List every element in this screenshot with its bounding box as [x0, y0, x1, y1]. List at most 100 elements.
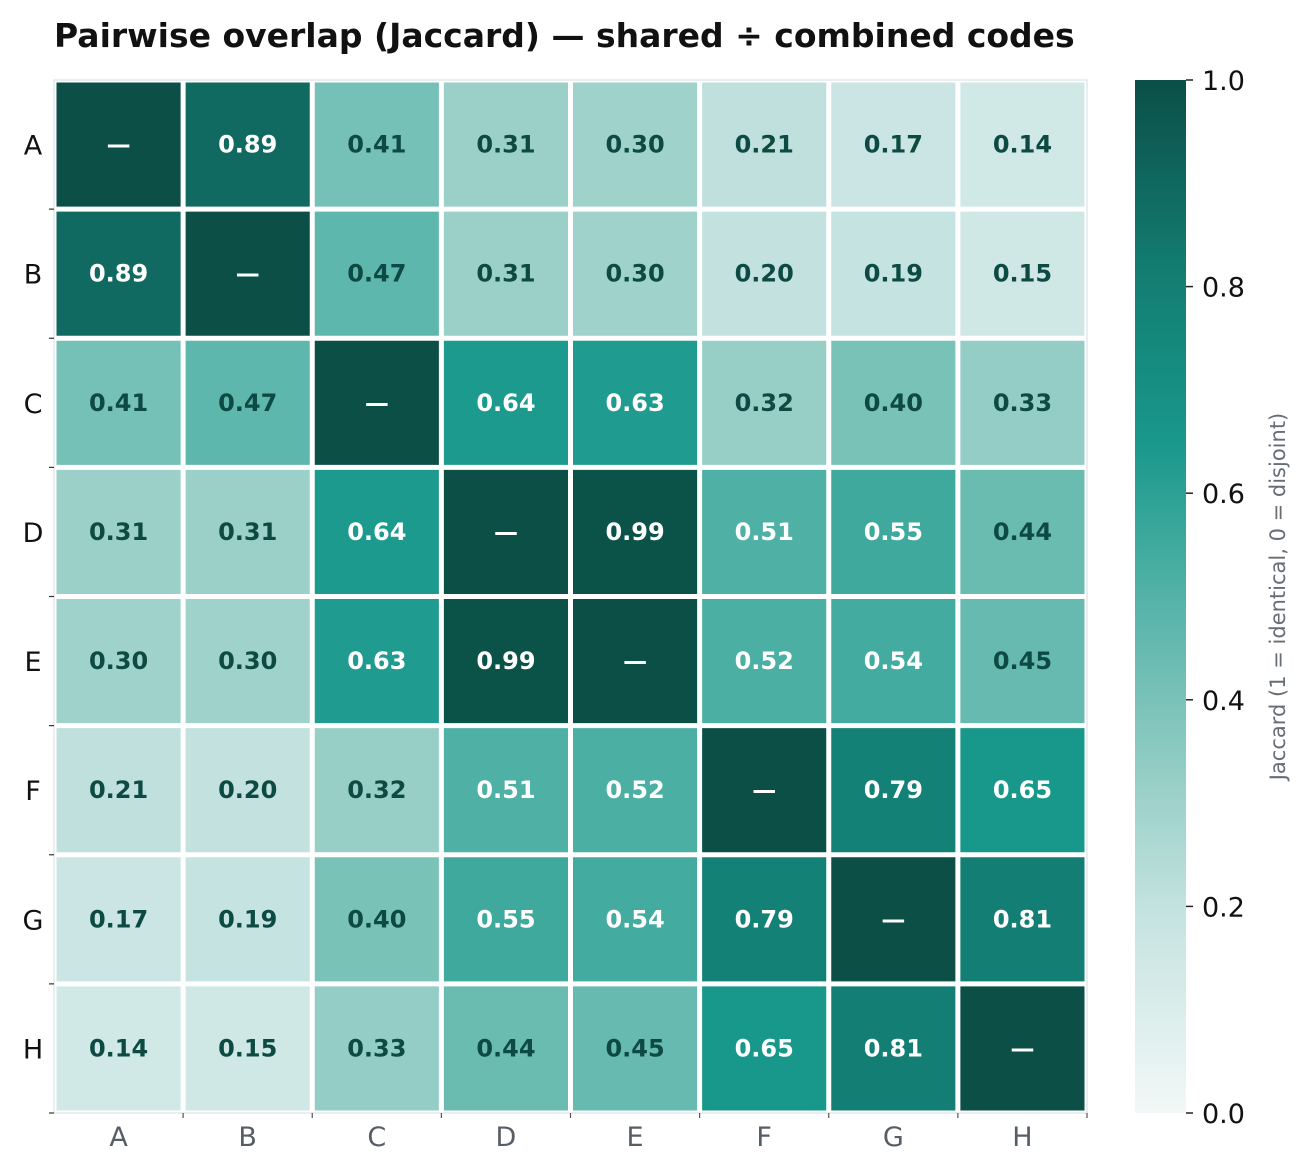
cell-C-H: [960, 340, 1085, 465]
colorbar-label: Jaccard (1 = identical, 0 = disjoint): [1266, 413, 1290, 783]
x-tick-label-D: D: [496, 1122, 517, 1153]
cell-C-A: [56, 340, 181, 465]
cell-label-E-D: 0.99: [476, 647, 535, 675]
chart-title: Pairwise overlap (Jaccard) — shared ÷ co…: [54, 16, 1075, 55]
cell-label-A-C: 0.41: [347, 131, 406, 159]
cell-label-A-H: 0.14: [993, 131, 1052, 159]
cell-C-B: [185, 340, 310, 465]
cell-label-H-F: 0.65: [735, 1034, 794, 1062]
cell-label-E-G: 0.54: [864, 647, 923, 675]
cell-H-D: [443, 986, 568, 1111]
cell-E-D: [443, 599, 568, 724]
cell-E-F: [702, 599, 827, 724]
cell-label-G-C: 0.40: [347, 905, 406, 933]
cell-label-C-A: 0.41: [89, 389, 148, 417]
cell-label-D-D: —: [494, 518, 518, 546]
cell-label-B-B: —: [236, 260, 260, 288]
cell-D-D: [443, 469, 568, 594]
y-tick-label-D: D: [23, 518, 44, 549]
cell-label-C-C: —: [365, 389, 389, 417]
x-tick-label-G: G: [883, 1122, 904, 1153]
x-tick-label-A: A: [109, 1122, 128, 1153]
cell-B-C: [314, 211, 439, 336]
cell-C-D: [443, 340, 568, 465]
cell-label-D-E: 0.99: [605, 518, 664, 546]
cell-label-G-H: 0.81: [993, 905, 1052, 933]
cell-label-H-B: 0.15: [218, 1034, 277, 1062]
cell-H-A: [56, 986, 181, 1111]
cell-H-F: [702, 986, 827, 1111]
cell-A-H: [960, 82, 1085, 207]
cell-H-B: [185, 986, 310, 1111]
y-tick-label-G: G: [23, 905, 44, 936]
cell-label-H-G: 0.81: [864, 1034, 923, 1062]
cell-B-E: [573, 211, 698, 336]
cell-G-D: [443, 857, 568, 982]
cell-D-E: [573, 469, 698, 594]
colorbar-gradient: [1135, 80, 1186, 1113]
cell-label-G-G: —: [881, 905, 905, 933]
cell-H-C: [314, 986, 439, 1111]
cell-G-C: [314, 857, 439, 982]
cell-label-A-G: 0.17: [864, 131, 923, 159]
cell-label-B-C: 0.47: [347, 260, 406, 288]
cell-G-H: [960, 857, 1085, 982]
cell-E-G: [831, 599, 956, 724]
cell-A-D: [443, 82, 568, 207]
cell-B-G: [831, 211, 956, 336]
cell-D-B: [185, 469, 310, 594]
cell-label-D-F: 0.51: [735, 518, 794, 546]
colorbar-tick-label: 0.8: [1202, 273, 1245, 304]
cell-label-G-B: 0.19: [218, 905, 277, 933]
cell-label-F-G: 0.79: [864, 776, 923, 804]
cell-C-G: [831, 340, 956, 465]
cell-E-E: [573, 599, 698, 724]
cell-G-F: [702, 857, 827, 982]
cell-A-F: [702, 82, 827, 207]
cell-label-F-D: 0.51: [476, 776, 535, 804]
cell-E-B: [185, 599, 310, 724]
cell-label-G-F: 0.79: [735, 905, 794, 933]
cell-label-C-G: 0.40: [864, 389, 923, 417]
cell-C-E: [573, 340, 698, 465]
cell-A-B: [185, 82, 310, 207]
y-tick-label-A: A: [24, 131, 43, 162]
cell-A-A: [56, 82, 181, 207]
cell-label-B-A: 0.89: [89, 260, 148, 288]
cell-label-H-H: —: [1010, 1034, 1034, 1062]
cell-G-B: [185, 857, 310, 982]
cell-F-E: [573, 728, 698, 853]
cell-label-A-F: 0.21: [735, 131, 794, 159]
cell-label-A-E: 0.30: [605, 131, 664, 159]
cell-D-F: [702, 469, 827, 594]
cell-label-E-H: 0.45: [993, 647, 1052, 675]
cell-label-A-D: 0.31: [476, 131, 535, 159]
cell-B-A: [56, 211, 181, 336]
cell-F-C: [314, 728, 439, 853]
cell-label-F-H: 0.65: [993, 776, 1052, 804]
cell-label-F-B: 0.20: [218, 776, 277, 804]
cell-label-E-A: 0.30: [89, 647, 148, 675]
cell-label-B-F: 0.20: [735, 260, 794, 288]
cell-B-H: [960, 211, 1085, 336]
cell-label-A-B: 0.89: [218, 131, 277, 159]
colorbar-tick-label: 0.6: [1202, 479, 1245, 510]
y-tick-label-E: E: [24, 647, 41, 678]
colorbar-tick-label: 0.2: [1202, 892, 1245, 923]
cell-label-C-E: 0.63: [605, 389, 664, 417]
cell-F-D: [443, 728, 568, 853]
x-tick-label-F: F: [756, 1122, 772, 1153]
cell-label-A-A: —: [107, 131, 131, 159]
cell-label-H-E: 0.45: [605, 1034, 664, 1062]
cell-label-E-F: 0.52: [735, 647, 794, 675]
cell-label-D-H: 0.44: [993, 518, 1052, 546]
y-tick-label-C: C: [24, 389, 43, 420]
cell-label-D-G: 0.55: [864, 518, 923, 546]
cell-G-E: [573, 857, 698, 982]
cell-G-G: [831, 857, 956, 982]
cell-label-F-E: 0.52: [605, 776, 664, 804]
cell-label-H-D: 0.44: [476, 1034, 535, 1062]
cell-F-F: [702, 728, 827, 853]
cell-E-H: [960, 599, 1085, 724]
cell-D-G: [831, 469, 956, 594]
